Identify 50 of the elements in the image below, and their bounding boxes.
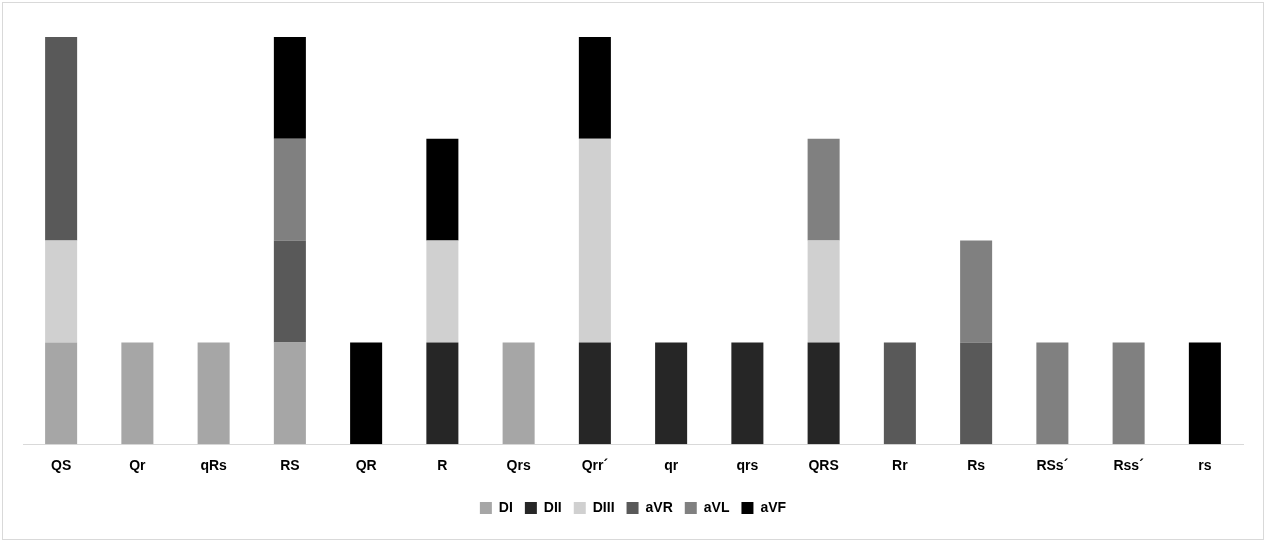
x-tick-label: RSs´ — [1036, 457, 1069, 474]
x-tick-label: Rr — [892, 457, 909, 474]
x-tick-label: QS — [51, 457, 72, 474]
bar — [45, 240, 78, 343]
legend-label: aVL — [703, 498, 730, 515]
bar — [426, 342, 459, 445]
bar — [197, 342, 230, 445]
x-tick-label: QRS — [808, 457, 839, 474]
bar — [426, 240, 459, 343]
bar — [273, 138, 306, 241]
legend-label: DI — [498, 498, 513, 515]
bar — [960, 342, 993, 445]
bar — [960, 240, 993, 343]
bar — [578, 138, 611, 343]
bar — [731, 342, 764, 445]
x-tick-label: Rss´ — [1113, 457, 1145, 474]
x-tick-label: R — [437, 457, 448, 474]
x-tick-label: qRs — [200, 457, 228, 474]
bar — [1036, 342, 1069, 445]
bar — [350, 342, 383, 445]
x-tick-label: qr — [664, 457, 679, 474]
bar — [502, 342, 535, 445]
bar — [655, 342, 688, 445]
x-tick-label: Rs — [967, 457, 986, 474]
x-tick-label: qrs — [736, 457, 759, 474]
x-tick-label: Qr — [129, 457, 147, 474]
bar — [883, 342, 916, 445]
x-tick-label: Qrs — [506, 457, 531, 474]
x-tick-label: Qrr´ — [581, 457, 609, 474]
bar — [45, 37, 78, 241]
legend-label: DII — [543, 498, 562, 515]
bar — [807, 138, 840, 241]
legend-label: aVF — [760, 498, 787, 515]
bar — [273, 342, 306, 445]
x-tick-label: RS — [280, 457, 300, 474]
bar — [1188, 342, 1221, 445]
bar — [578, 342, 611, 445]
bar — [578, 37, 611, 139]
bar — [45, 342, 78, 445]
bar — [273, 37, 306, 139]
legend-label: DIII — [592, 498, 615, 515]
legend-label: aVR — [645, 498, 673, 515]
bar — [273, 240, 306, 343]
bar — [426, 138, 459, 241]
bar — [807, 342, 840, 445]
x-tick-label: QR — [355, 457, 377, 474]
x-tick-label: rs — [1198, 457, 1212, 474]
bar — [1112, 342, 1145, 445]
bar — [121, 342, 154, 445]
bar — [807, 240, 840, 343]
